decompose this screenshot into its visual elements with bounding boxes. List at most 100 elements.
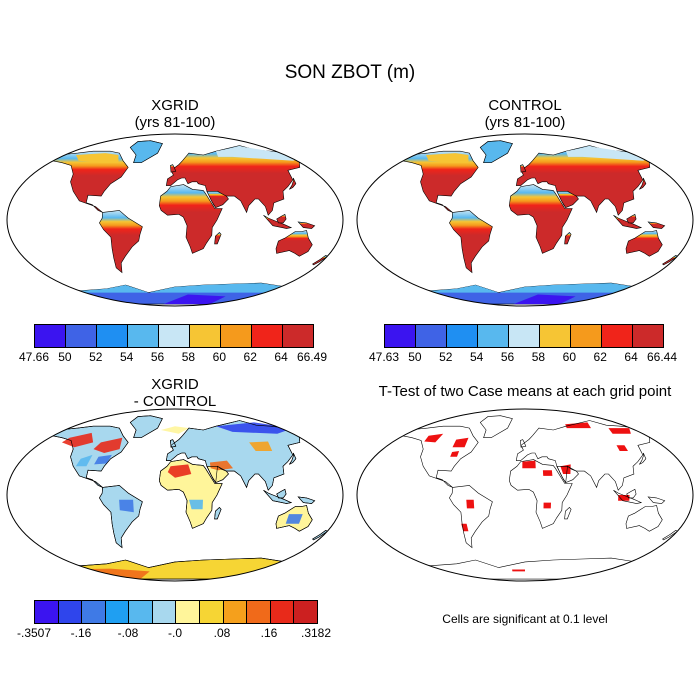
colorbar-tick-label: 56 <box>150 350 165 364</box>
colorbar-cell <box>35 325 66 347</box>
significant-cell <box>616 445 628 451</box>
map-border <box>6 408 344 582</box>
map-control <box>356 133 694 307</box>
colorbar-tick-label: -.0 <box>167 626 183 640</box>
colorbar-tick-label: 60 <box>212 350 227 364</box>
panel-title-line1: XGRID <box>151 376 199 393</box>
significant-cell <box>466 499 475 509</box>
anomaly-region <box>189 499 203 510</box>
colorbar-cell <box>509 325 540 347</box>
land-arabia <box>206 191 229 208</box>
land-greenland-cold <box>479 140 513 163</box>
coastline-eurasia <box>165 420 310 491</box>
land-newguinea <box>297 221 316 229</box>
land-eurasia <box>165 145 310 216</box>
colorbar-cell <box>294 601 317 623</box>
land-madagascar <box>564 507 572 519</box>
colorbar-tick-label: 54 <box>469 350 484 364</box>
map-xgrid <box>6 133 344 307</box>
colorbar-tick-label: 52 <box>439 350 453 364</box>
panel-title-difference: XGRID - CONTROL <box>25 376 325 410</box>
colorbar-cell <box>58 601 83 623</box>
colorbar-cell <box>270 601 295 623</box>
land-southamerica <box>449 485 493 548</box>
panel-title-line1: CONTROL <box>488 97 562 114</box>
significant-cell <box>522 460 536 469</box>
colorbar-cell <box>247 601 271 623</box>
land-newguinea <box>648 496 665 504</box>
land-africa <box>508 184 573 254</box>
colorbar-tick-label: -.08 <box>117 626 139 640</box>
coastline-southamerica <box>449 485 493 549</box>
land-antarctica-edge <box>402 283 648 293</box>
figure-title: SON ZBOT (m) <box>284 62 416 83</box>
significant-cell <box>450 451 460 457</box>
significant-cell <box>424 433 444 443</box>
land-newzealand <box>662 530 678 540</box>
colorbar-tick-label: 64 <box>274 350 288 364</box>
colorbar-cell <box>159 325 190 347</box>
land-eurasia <box>515 145 660 216</box>
land-siberia-band <box>566 146 646 161</box>
coastline-arabia <box>206 466 229 483</box>
colorbar-tick-label: 56 <box>500 350 515 364</box>
significant-cell <box>542 470 553 476</box>
colorbar-tick-label: .08 <box>213 626 231 640</box>
anomaly-region <box>93 437 123 453</box>
land-greenland-cold <box>129 140 163 163</box>
colorbar-cell <box>633 325 663 347</box>
land-antarctica-core <box>513 294 576 305</box>
panel-title-line2: - CONTROL <box>133 393 217 410</box>
coastline-australia <box>625 505 663 532</box>
colorbar-cell <box>66 325 97 347</box>
land-australia <box>275 230 313 257</box>
land-madagascar <box>214 231 222 245</box>
colorbar-tick-label: 50 <box>408 350 422 364</box>
land-borneo <box>276 213 287 224</box>
coastline-borneo <box>626 488 637 499</box>
land-eurasia <box>516 420 659 491</box>
colorbar-cell <box>176 601 201 623</box>
land-greenland <box>480 415 513 438</box>
anomaly-region <box>94 454 112 465</box>
colorbar-tick-label: 54 <box>119 350 134 364</box>
colorbar-tick-label: 62 <box>243 350 257 364</box>
coastline-japan <box>639 452 647 465</box>
anomaly-region <box>216 422 294 434</box>
land-indonesia <box>613 214 643 229</box>
land-britain <box>170 164 177 173</box>
land-canada-band <box>426 153 469 163</box>
land-antarctica <box>402 558 648 580</box>
significance-note: Cells are significant at 0.1 level <box>442 612 608 626</box>
colorbar-cell <box>283 325 313 347</box>
land-africa <box>509 459 573 529</box>
coastline-southamerica <box>99 485 143 549</box>
map-ttest <box>356 408 694 582</box>
land-newguinea <box>647 221 666 229</box>
colorbar-cell <box>35 601 59 623</box>
significant-cell <box>608 428 631 434</box>
map-border <box>356 133 694 307</box>
anomaly-region <box>285 514 303 524</box>
coastline-indonesia <box>263 489 293 504</box>
significant-cell <box>543 502 551 509</box>
coastline-northamerica <box>401 425 479 488</box>
colorbar-tick-label: -.16 <box>70 626 92 640</box>
coastline-britain <box>170 439 177 448</box>
colorbar-tick-label: 58 <box>531 350 546 364</box>
colorbar-cell <box>571 325 602 347</box>
coastline-madagascar <box>214 506 222 520</box>
land-southamerica <box>99 210 143 274</box>
land-borneo <box>626 213 637 224</box>
colorbar-cell <box>447 325 478 347</box>
map-content <box>401 140 679 305</box>
colorbar-tick-label: 47.66 <box>18 350 50 364</box>
coastline-britain <box>520 439 527 448</box>
coastline-japan <box>289 452 297 465</box>
colorbar-cell <box>540 325 571 347</box>
colorbar-difference <box>34 600 318 624</box>
land-africa <box>158 184 223 254</box>
land-antarctica-edge <box>52 283 298 293</box>
colorbar-tick-label: 62 <box>593 350 607 364</box>
colorbar-cell <box>97 325 128 347</box>
